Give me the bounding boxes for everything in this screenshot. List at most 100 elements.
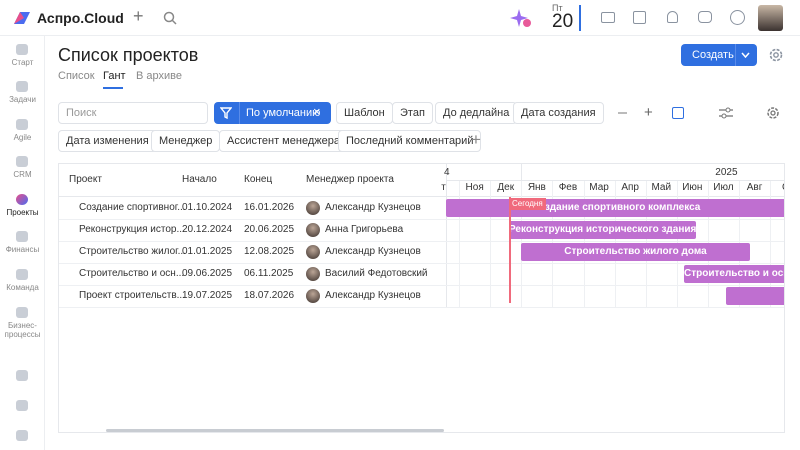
panel-toggle[interactable] — [672, 107, 684, 119]
nav-icon[interactable] — [16, 194, 28, 205]
nav-icon[interactable] — [16, 156, 28, 167]
nav-icon[interactable] — [16, 231, 28, 242]
column-header: Проект — [69, 174, 102, 185]
scrollbar[interactable] — [106, 429, 444, 432]
ai-icon[interactable] — [510, 8, 532, 28]
zoom-out[interactable] — [618, 112, 627, 114]
nav-icon[interactable] — [16, 81, 28, 92]
filter-chip[interactable]: Дата создания — [513, 102, 604, 124]
preset-label[interactable]: По умолчанию — [246, 107, 321, 119]
row-cell: 20.12.2024 — [182, 224, 233, 235]
bell-icon[interactable] — [667, 11, 678, 23]
nav-label[interactable]: Старт — [11, 58, 34, 67]
month-label: Апр — [621, 182, 639, 193]
tab[interactable]: Гант — [103, 70, 126, 82]
column-header: Конец — [244, 174, 273, 185]
nav-label[interactable]: Проекты — [6, 208, 39, 217]
filter-chip[interactable]: Последний комментарий — [338, 130, 482, 152]
create-dropdown[interactable] — [741, 52, 750, 58]
nav-icon[interactable] — [16, 430, 28, 441]
nav-label[interactable]: Задачи — [9, 95, 36, 104]
zoom-in[interactable]: + — [644, 104, 653, 121]
gantt-bar[interactable] — [726, 287, 784, 305]
user-avatar[interactable] — [758, 5, 783, 31]
row-cell: Реконструкция истор... — [79, 224, 185, 235]
month-label: Янв — [527, 182, 546, 193]
create-label[interactable]: Создать — [692, 49, 734, 61]
preset-button[interactable] — [214, 102, 331, 124]
chat-icon[interactable] — [698, 11, 712, 23]
nav-label[interactable]: Финансы — [5, 245, 40, 254]
row-cell: 12.08.2025 — [244, 246, 295, 257]
nav-icon[interactable] — [16, 307, 28, 318]
help-icon[interactable] — [730, 10, 745, 25]
tab[interactable]: В архиве — [136, 70, 182, 82]
mail-icon[interactable] — [601, 12, 615, 23]
filter-chip[interactable]: Этап — [392, 102, 433, 124]
preset-clear[interactable]: × — [313, 104, 321, 119]
nav-icon[interactable] — [16, 400, 28, 411]
row-border — [59, 307, 784, 308]
nav-label[interactable]: Команда — [6, 283, 39, 292]
year-line — [521, 164, 523, 180]
month-line — [490, 181, 492, 307]
notes-icon[interactable] — [633, 11, 646, 24]
month-label: Дек — [497, 182, 515, 193]
filter-chip[interactable]: Дата изменения — [58, 130, 157, 152]
tab-underline — [103, 87, 123, 89]
filter-chip[interactable]: Менеджер — [151, 130, 221, 152]
row-cell: Строительство жилог... — [79, 246, 186, 257]
nav-label[interactable]: Бизнес-процессы — [4, 321, 41, 339]
gantt-bar[interactable]: Реконструкция исторического здания — [509, 221, 696, 239]
search-input[interactable]: Поиск — [58, 102, 208, 124]
weekday: Пт — [552, 3, 563, 13]
divider — [735, 44, 736, 66]
row-border — [59, 263, 784, 264]
nav-icon[interactable] — [16, 269, 28, 280]
logo-text[interactable]: Аспро.Cloud — [37, 10, 124, 26]
row-cell: Строительство и осн... — [79, 268, 185, 279]
gantt-table: Проект Начало Конец Менеджер проекта 4 2025 т Н… — [58, 163, 785, 433]
settings-icon[interactable] — [768, 47, 784, 63]
nav-icon[interactable] — [16, 44, 28, 55]
nav-icon[interactable] — [16, 119, 28, 130]
logo-icon — [14, 12, 30, 24]
add-icon[interactable]: + — [133, 6, 144, 26]
row-cell: Александр Кузнецов — [325, 290, 421, 301]
gantt-bar[interactable]: Строительство и оснащ — [684, 265, 784, 283]
row-cell: Проект строительств... — [79, 290, 185, 301]
row-cell: Создание спортивног... — [79, 202, 186, 213]
tab[interactable]: Список — [58, 70, 95, 82]
create-button[interactable] — [681, 44, 757, 66]
row-cell: 01.01.2025 — [182, 246, 233, 257]
month-label: Июл — [713, 182, 734, 193]
row-border — [59, 241, 784, 242]
gantt-bar[interactable]: Создание спортивного комплекса — [446, 199, 784, 217]
row-cell: 09.06.2025 — [182, 268, 233, 279]
gantt-bar[interactable]: Строительство жилого дома — [521, 243, 750, 261]
month-label: т — [441, 182, 446, 193]
year-border — [446, 180, 784, 181]
row-cell: 19.07.2025 — [182, 290, 233, 301]
nav-label[interactable]: CRM — [13, 170, 32, 179]
manager-avatar — [306, 289, 320, 303]
filter-icon — [220, 107, 232, 119]
view-settings[interactable] — [766, 106, 780, 120]
column-header: Менеджер проекта — [306, 174, 394, 185]
search-icon[interactable] — [163, 11, 177, 25]
month-line — [459, 181, 461, 307]
columns-settings[interactable] — [719, 107, 733, 119]
divider — [239, 102, 240, 124]
manager-avatar — [306, 245, 320, 259]
filter-chip[interactable]: Шаблон — [336, 102, 393, 124]
row-cell: 01.10.2024 — [182, 202, 233, 213]
add-filter[interactable]: + — [471, 130, 481, 149]
nav-icon[interactable] — [16, 370, 28, 381]
row-cell: Василий Федотовский — [325, 268, 428, 279]
day[interactable]: 20 — [552, 11, 574, 32]
row-cell: Александр Кузнецов — [325, 202, 421, 213]
nav-label[interactable]: Agile — [13, 133, 32, 142]
filter-chip[interactable]: Ассистент менеджера — [219, 130, 348, 152]
table-divider — [446, 164, 447, 307]
filter-chip[interactable]: До дедлайна — [435, 102, 518, 124]
